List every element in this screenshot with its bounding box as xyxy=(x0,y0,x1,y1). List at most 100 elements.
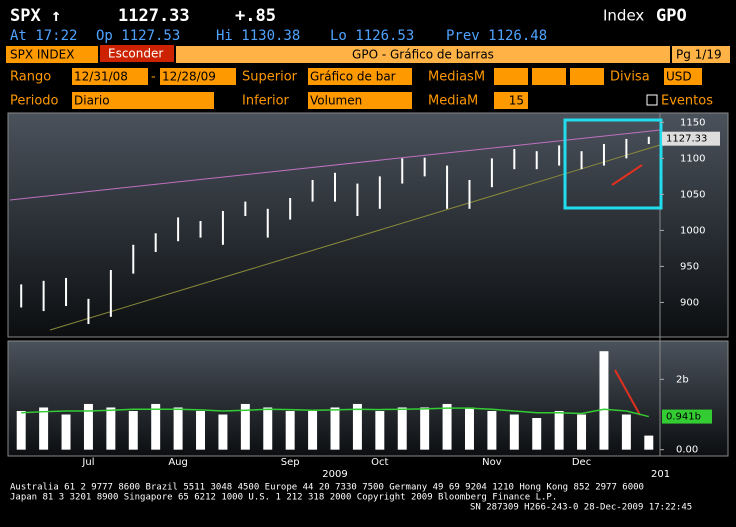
x-tick-label: Jul xyxy=(81,457,94,468)
last-price-label: 1127.33 xyxy=(666,134,707,145)
x-tick-label: Aug xyxy=(168,457,188,468)
value: 12/28/09 xyxy=(162,70,216,84)
price-panel xyxy=(7,112,729,338)
input[interactable] xyxy=(532,68,566,85)
y-tick-label: 900 xyxy=(680,297,699,308)
x-tick-label: Nov xyxy=(482,457,502,468)
label: Inferior xyxy=(242,94,290,109)
toolbar-title: GPO - Gráfico de barras xyxy=(352,48,494,62)
input[interactable] xyxy=(308,92,412,109)
value: USD xyxy=(666,70,692,84)
volume-bar xyxy=(151,403,161,450)
arrow xyxy=(611,164,643,186)
function: GPO xyxy=(656,6,687,26)
hide: Esconder xyxy=(108,47,163,61)
value: Diario xyxy=(74,94,110,108)
volume-bar xyxy=(621,414,631,450)
volume-bar xyxy=(39,407,49,450)
year-label: 2009 xyxy=(322,469,347,480)
quote: Hi 1130.38 xyxy=(216,28,300,44)
volume-bar xyxy=(61,414,71,450)
volume-bar xyxy=(577,414,587,450)
volume-bar xyxy=(106,407,116,450)
y-tick-label: 0.00 xyxy=(676,445,698,456)
volume-bar xyxy=(420,407,430,450)
security: SPX INDEX xyxy=(10,48,74,62)
change: +.85 xyxy=(235,6,276,26)
kind: Index xyxy=(603,7,644,25)
y-tick-label: 1000 xyxy=(680,225,705,236)
volume-bar xyxy=(83,403,93,450)
hide-button[interactable] xyxy=(100,45,174,62)
volume-bar xyxy=(487,410,497,450)
security-tab[interactable] xyxy=(6,46,98,63)
input[interactable] xyxy=(72,68,148,85)
trend-line xyxy=(9,129,661,201)
footer: Australia 61 2 9777 8600 Brazil 5511 304… xyxy=(10,483,644,493)
label: Eventos xyxy=(661,94,713,109)
x-tick-label: Sep xyxy=(281,457,300,468)
label: MediasM xyxy=(428,70,485,85)
checkbox[interactable] xyxy=(646,94,658,106)
y-tick-label: 1050 xyxy=(680,189,705,200)
volume-bar xyxy=(465,407,474,450)
trend-line xyxy=(49,144,661,331)
volume-bar xyxy=(375,410,385,450)
input[interactable] xyxy=(72,92,214,109)
volume-bar xyxy=(532,418,542,450)
volume-bar xyxy=(308,410,318,450)
volume-bar xyxy=(509,414,519,450)
quote: At 17:22 xyxy=(10,28,77,44)
last-volume-box xyxy=(662,409,712,424)
volume-bar xyxy=(330,407,340,450)
value: 12/31/08 xyxy=(74,70,128,84)
footer: Japan 81 3 3201 8900 Singapore 65 6212 1… xyxy=(10,493,557,503)
quote: Op 1127.53 xyxy=(96,28,180,44)
input[interactable] xyxy=(308,68,412,85)
volume-panel xyxy=(7,340,729,457)
volume-bar xyxy=(285,410,295,450)
year-label: 201 xyxy=(651,469,670,480)
x-tick-label: Oct xyxy=(371,457,388,468)
quote: Lo 1126.53 xyxy=(330,28,414,44)
input[interactable] xyxy=(160,68,236,85)
input[interactable] xyxy=(494,68,528,85)
value: Gráfico de bar xyxy=(310,70,396,84)
label: Rango xyxy=(10,70,51,85)
label: MediaM xyxy=(428,94,478,109)
y-tick-label: 1100 xyxy=(680,153,705,164)
y-tick-label: 1150 xyxy=(680,117,705,128)
last-price-box xyxy=(662,131,720,146)
ticker: SPX ↑ xyxy=(10,6,61,26)
label: Periodo xyxy=(10,94,59,109)
footer: SN 287309 H266-243-0 28-Dec-2009 17:22:4… xyxy=(470,503,692,513)
highlight-box xyxy=(563,118,663,210)
volume-bar xyxy=(599,351,609,450)
volume-bar xyxy=(218,414,228,450)
volume-bar xyxy=(442,403,452,450)
value: Volumen xyxy=(310,94,362,108)
value: 15 xyxy=(509,94,524,108)
volume-bar xyxy=(644,435,654,450)
label: - xyxy=(151,70,156,85)
page: Pg 1/19 xyxy=(676,48,722,62)
y-tick-label: 950 xyxy=(680,261,699,272)
y-tick-label: 2b xyxy=(676,374,689,385)
input[interactable] xyxy=(570,68,604,85)
volume-bar xyxy=(128,410,138,450)
title-bar xyxy=(176,46,670,63)
input[interactable] xyxy=(494,92,528,109)
volume-bar xyxy=(397,407,407,450)
volume-bar xyxy=(196,410,205,450)
quote: Prev 1126.48 xyxy=(446,28,547,44)
volume-bar xyxy=(240,403,250,450)
label: Divisa xyxy=(610,70,650,85)
volume-bar xyxy=(173,407,183,450)
arrow xyxy=(614,369,641,416)
page-bar xyxy=(672,46,730,63)
input[interactable] xyxy=(664,68,702,85)
label: Superior xyxy=(242,70,298,85)
price: 1127.33 xyxy=(118,6,190,26)
volume-bar xyxy=(554,410,564,450)
